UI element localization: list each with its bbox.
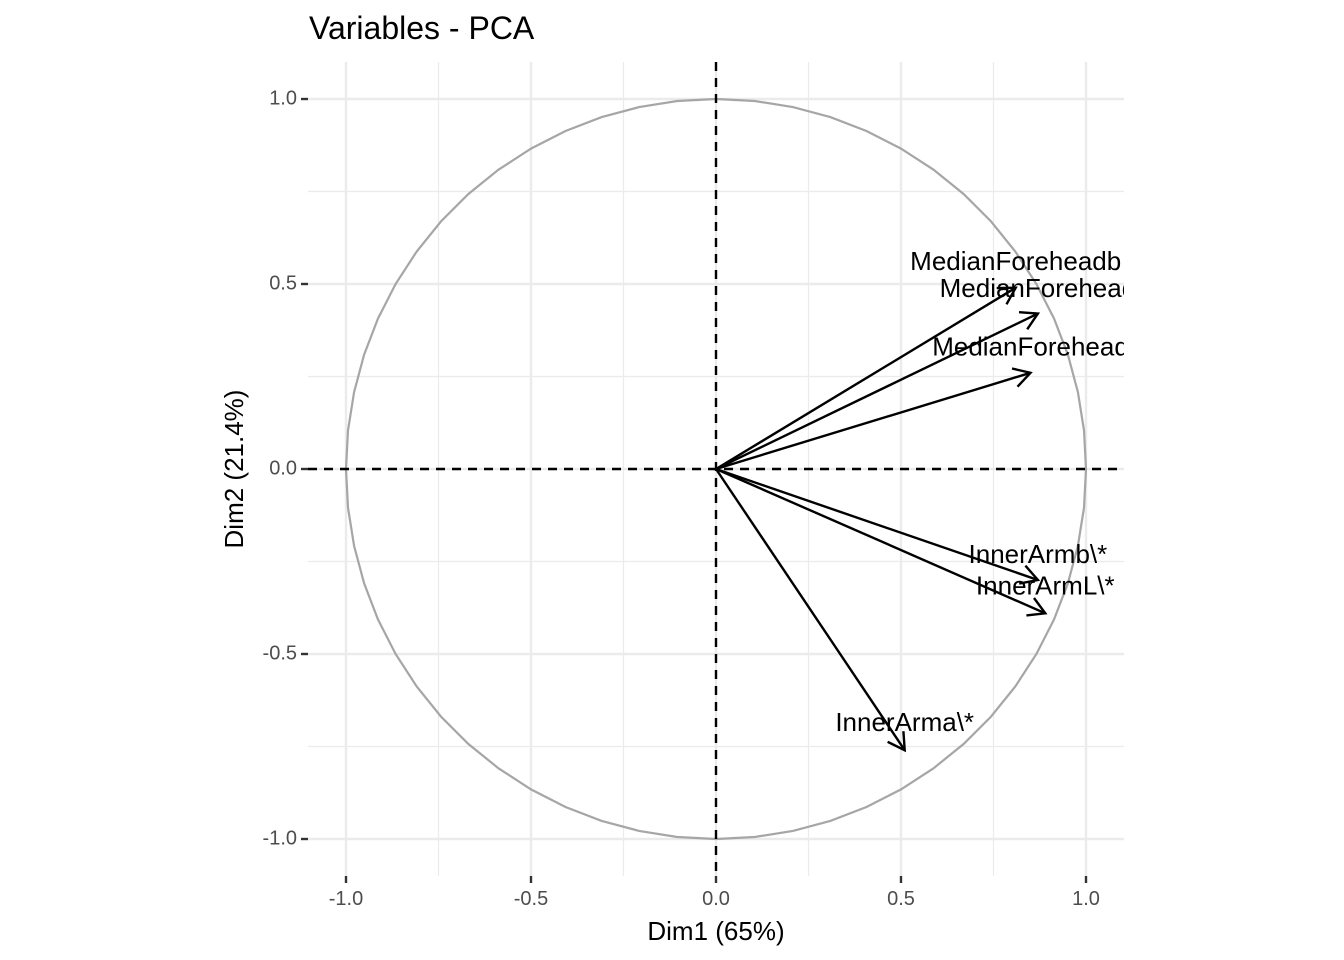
variable-arrow-3 <box>715 371 1031 471</box>
x-tick-label: -1.0 <box>329 888 363 910</box>
x-tick-label: -0.5 <box>514 888 548 910</box>
y-axis-title: Dim2 (21.4%) <box>219 390 249 549</box>
variable-arrowhead-2 <box>1018 311 1041 330</box>
variable-arrowhead-6 <box>887 731 907 753</box>
x-tick-label: 0.5 <box>887 888 915 910</box>
variable-arrows <box>715 286 1048 753</box>
x-axis-title: Dim1 (65%) <box>647 916 784 946</box>
variable-label-5: InnerArmL\* <box>976 570 1115 600</box>
y-tick-label: -0.5 <box>263 642 297 664</box>
x-axis: -1.0 -0.5 0.0 0.5 1.0 <box>329 876 1100 910</box>
variable-arrowhead-3 <box>1011 367 1033 388</box>
chart-title: Variables - PCA <box>309 10 535 46</box>
variable-label-1: MedianForeheadb <box>910 246 1121 276</box>
variable-arrowhead-4 <box>1018 564 1041 585</box>
variable-labels: MedianForeheadbMedianForeheadMedianForeh… <box>835 246 1137 737</box>
x-tick-label: 0.0 <box>702 888 730 910</box>
variable-label-2: MedianForehead <box>940 273 1137 303</box>
y-tick-label: -1.0 <box>263 827 297 849</box>
variable-arrow-1 <box>715 286 1017 471</box>
y-axis: -1.0 -0.5 0.0 0.5 1.0 <box>263 87 308 849</box>
variable-arrowhead-1 <box>996 286 1018 305</box>
variable-arrow-6 <box>715 468 906 751</box>
variable-label-6: InnerArma\* <box>835 707 974 737</box>
variable-arrow-4 <box>715 467 1039 582</box>
y-tick-label: 1.0 <box>269 87 297 109</box>
variable-arrowhead-5 <box>1026 597 1048 617</box>
variable-label-4: InnerArmb\* <box>969 539 1108 569</box>
y-tick-label: 0.5 <box>269 272 297 294</box>
variable-label-3: MedianForehead <box>932 332 1129 362</box>
y-tick-label: 0.0 <box>269 457 297 479</box>
variable-arrow-5 <box>715 467 1046 615</box>
x-tick-label: 1.0 <box>1072 888 1100 910</box>
variable-arrow-2 <box>715 312 1039 471</box>
